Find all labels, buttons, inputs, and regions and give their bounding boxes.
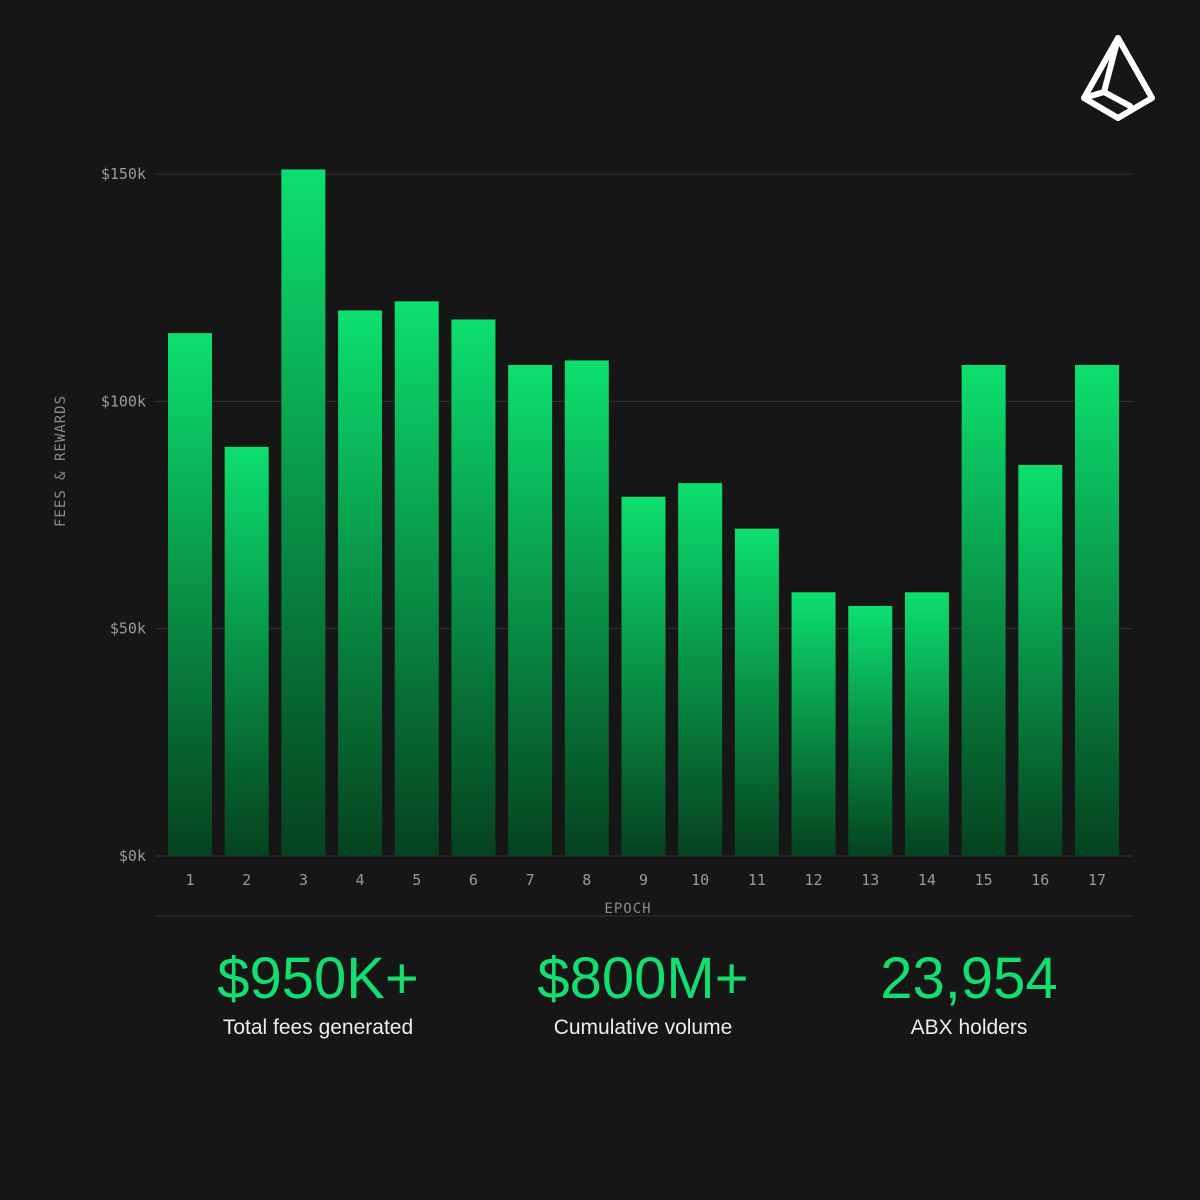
x-tick-label: 10 <box>691 871 709 889</box>
bar-epoch-2 <box>224 446 269 856</box>
x-axis-title: EPOCH <box>604 901 651 917</box>
y-tick-label: $150k <box>101 165 146 183</box>
bar-epoch-8 <box>564 360 609 856</box>
x-tick-label: 2 <box>242 871 251 889</box>
stat-value: $950K+ <box>217 946 419 1011</box>
bar-epoch-14 <box>904 592 949 856</box>
x-tick-label: 17 <box>1088 871 1106 889</box>
bar-epoch-6 <box>451 319 496 856</box>
stat-value: $800M+ <box>537 946 749 1011</box>
bar-epoch-5 <box>394 301 439 857</box>
bar-epoch-7 <box>508 364 553 856</box>
stat-abx-holders: 23,954 ABX holders <box>789 945 1149 1043</box>
x-tick-label: 11 <box>748 871 766 889</box>
bar-epoch-17 <box>1075 364 1119 856</box>
y-tick-label: $0k <box>119 847 146 865</box>
x-tick-label: 6 <box>469 871 478 889</box>
bar-epoch-1 <box>168 333 212 857</box>
abx-logo-icon <box>1081 35 1155 121</box>
y-tick-label: $50k <box>110 620 146 638</box>
bar-epoch-12 <box>791 592 836 856</box>
y-axis-title: FEES & REWARDS <box>53 395 69 527</box>
x-tick-label: 3 <box>299 871 308 889</box>
x-tick-label: 13 <box>861 871 879 889</box>
bar-epoch-15 <box>961 364 1006 856</box>
stats-row: $950K+ Total fees generated $800M+ Cumul… <box>0 945 1200 1055</box>
x-tick-label: 8 <box>582 871 591 889</box>
bar-epoch-10 <box>678 483 723 856</box>
x-tick-label: 4 <box>356 871 365 889</box>
bar-epoch-13 <box>848 605 893 856</box>
x-tick-label: 15 <box>975 871 993 889</box>
stat-total-fees: $950K+ Total fees generated <box>138 945 498 1043</box>
bar-epoch-16 <box>1018 464 1063 856</box>
x-tick-label: 16 <box>1031 871 1049 889</box>
x-tick-label: 5 <box>412 871 421 889</box>
stat-label: Cumulative volume <box>553 1016 733 1039</box>
x-tick-label: 1 <box>185 871 194 889</box>
bar-epoch-3 <box>281 169 326 856</box>
x-tick-label: 14 <box>918 871 936 889</box>
stat-label: ABX holders <box>910 1016 1028 1039</box>
x-tick-label: 12 <box>805 871 823 889</box>
stat-value: 23,954 <box>880 946 1058 1011</box>
stat-label: Total fees generated <box>222 1016 414 1039</box>
x-tick-label: 9 <box>639 871 648 889</box>
bar-epoch-9 <box>621 496 666 856</box>
bar-epoch-4 <box>338 310 383 856</box>
y-tick-label: $100k <box>101 392 146 410</box>
fees-rewards-bar-chart: 1 2 3 4 5 6 7 8 9 10 11 12 13 14 15 16 17 $0k$50k$100k$1… <box>53 165 1133 917</box>
bar-epoch-11 <box>734 528 779 856</box>
x-tick-label: 7 <box>526 871 535 889</box>
stat-cumulative-volume: $800M+ Cumulative volume <box>463 945 823 1043</box>
